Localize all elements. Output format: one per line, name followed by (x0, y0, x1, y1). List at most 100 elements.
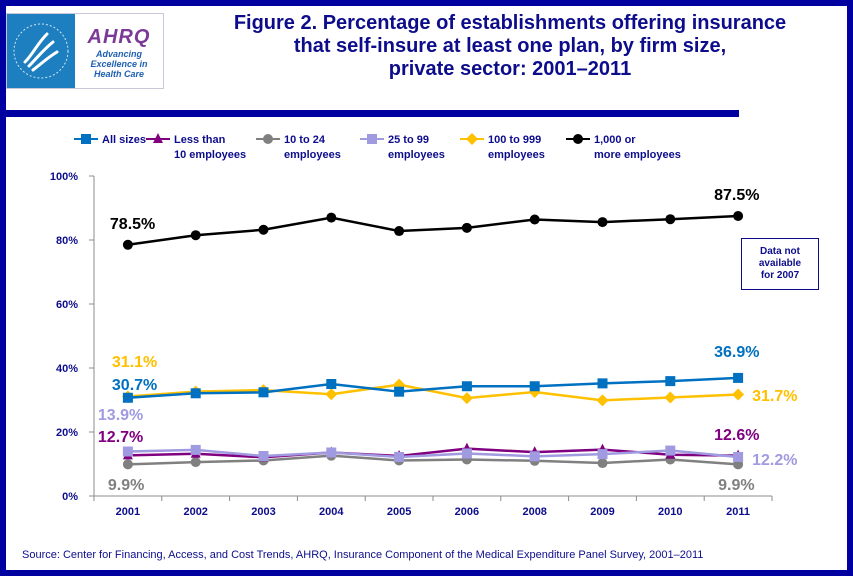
legend-label: more employees (594, 149, 681, 161)
legend-label: employees (388, 149, 445, 161)
data-point (461, 222, 472, 233)
legend-label: employees (284, 149, 341, 161)
data-point (733, 372, 744, 383)
data-point (190, 388, 201, 399)
data-point (529, 381, 540, 392)
data-point (597, 449, 608, 460)
series-line (127, 454, 739, 466)
data-point (597, 458, 608, 469)
data-point (597, 217, 608, 228)
legend-marker (153, 133, 163, 143)
ahrq-logo: AHRQ Advancing Excellence in Health Care (6, 13, 164, 89)
y-tick-label: 0% (62, 491, 78, 503)
data-point (394, 451, 405, 462)
legend-marker (466, 133, 478, 145)
source-note: Source: Center for Financing, Access, an… (22, 549, 704, 561)
series-line (127, 376, 739, 400)
y-tick-label: 20% (56, 427, 78, 439)
data-point (394, 226, 405, 237)
x-tick-label: 2010 (658, 506, 682, 518)
x-tick-label: 2002 (183, 506, 207, 518)
series-line (127, 448, 739, 459)
title-line-2: that self-insure at least one plan, by f… (293, 35, 727, 57)
data-point (326, 447, 337, 458)
data-point (258, 224, 269, 235)
chart-title: Figure 2. Percentage of establishments o… (170, 12, 850, 81)
data-point (394, 386, 405, 397)
legend-label: 1,000 or (594, 134, 636, 146)
data-point (122, 392, 133, 403)
data-point (733, 451, 744, 462)
data-label: 36.9% (714, 344, 759, 361)
data-point (596, 394, 609, 407)
legend-label: 100 to 999 (488, 134, 541, 146)
x-tick-label: 2008 (522, 506, 546, 518)
note-line-2: available (758, 258, 802, 269)
legend-label: 10 employees (174, 149, 246, 161)
x-tick-label: 2001 (116, 506, 140, 518)
legend-label: employees (488, 149, 545, 161)
data-point (122, 239, 133, 250)
data-point (732, 388, 745, 401)
data-point (665, 445, 676, 456)
y-tick-label: 80% (56, 235, 78, 247)
data-point (258, 387, 269, 398)
data-point (529, 214, 540, 225)
title-divider (6, 110, 739, 117)
tagline-2: Excellence in (90, 59, 148, 69)
slide-frame (6, 6, 847, 570)
x-tick-label: 2006 (455, 506, 479, 518)
y-tick-label: 100% (50, 171, 78, 183)
data-point (190, 230, 201, 241)
data-label: 12.6% (714, 427, 759, 444)
data-label: 12.2% (752, 452, 797, 469)
x-tick-label: 2004 (319, 506, 344, 518)
data-label: 78.5% (110, 216, 155, 233)
data-point (597, 378, 608, 389)
data-point (460, 392, 473, 405)
data-point (461, 448, 472, 459)
data-label: 87.5% (714, 187, 759, 204)
x-tick-label: 2003 (251, 506, 275, 518)
x-tick-label: 2011 (726, 506, 750, 518)
data-point (122, 459, 133, 470)
data-point (326, 212, 337, 223)
legend-label: 25 to 99 (388, 134, 429, 146)
legend-label: All sizes (102, 134, 146, 146)
title-line-1: Figure 2. Percentage of establishments o… (233, 12, 787, 34)
legend-marker (81, 134, 91, 144)
series-line (127, 214, 739, 247)
title-line-3: private sector: 2001–2011 (388, 58, 632, 80)
data-point (461, 381, 472, 392)
data-point (326, 379, 337, 389)
data-point (325, 388, 338, 401)
data-label: 31.7% (752, 388, 797, 405)
legend-marker (263, 134, 273, 144)
x-tick-label: 2005 (387, 506, 411, 518)
y-tick-label: 60% (56, 299, 78, 311)
legend-marker (367, 134, 377, 144)
data-point (190, 457, 201, 468)
data-note-box: Data not available for 2007 (741, 238, 819, 290)
data-point (122, 446, 133, 457)
series-line (127, 383, 739, 402)
legend-marker (573, 134, 583, 144)
data-point (529, 451, 540, 462)
data-point (665, 214, 676, 225)
data-point (664, 391, 677, 404)
data-point (733, 211, 744, 221)
legend-label: Less than (174, 134, 226, 146)
tagline-3: Health Care (93, 69, 145, 79)
tagline-1: Advancing (95, 49, 142, 59)
hhs-eagle-icon (7, 14, 75, 88)
note-line-1: Data not (759, 246, 800, 257)
data-point (258, 451, 269, 461)
data-label: 12.7% (98, 429, 143, 446)
data-point (665, 376, 676, 387)
data-label: 13.9% (98, 407, 143, 424)
data-label: 9.9% (108, 477, 144, 494)
data-label: 31.1% (112, 354, 157, 371)
legend-label: 10 to 24 (284, 134, 326, 146)
data-label: 9.9% (718, 477, 754, 494)
